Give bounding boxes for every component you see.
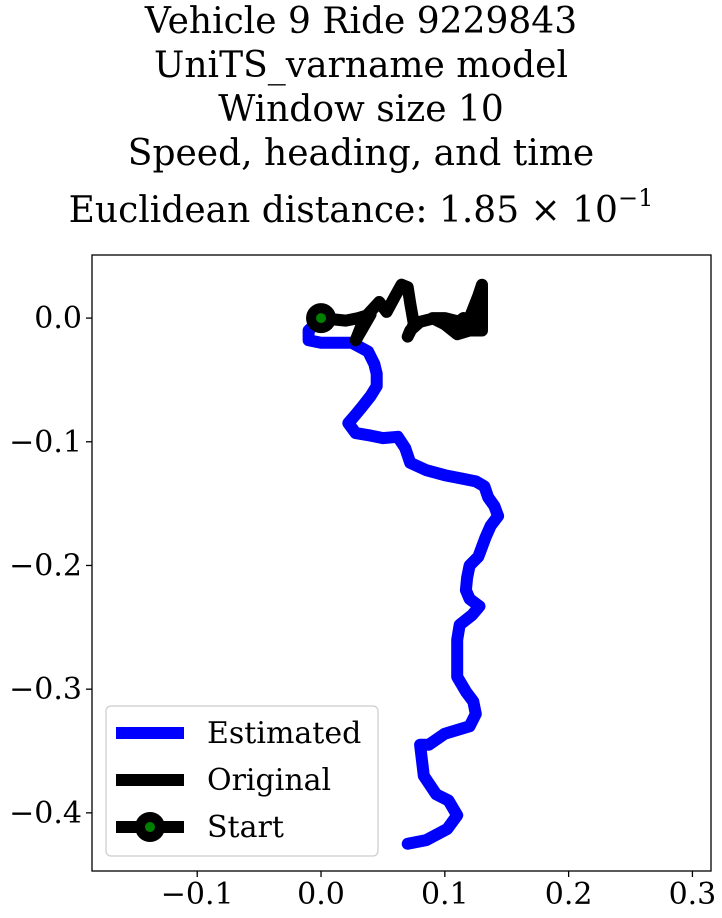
legend-start-marker-center [145,822,155,832]
chart-title: Vehicle 9 Ride 9229843 UniTS_varname mod… [0,0,722,233]
y-tick-label: −0.2 [9,548,82,583]
legend-start-label: Start [207,810,284,845]
distance-prefix: Euclidean distance: [68,190,439,231]
title-line-3: Window size 10 [218,89,504,130]
y-tick-label: −0.1 [9,425,82,460]
title-line-4: Speed, heading, and time [127,133,595,174]
x-tick-label: 0.1 [421,877,469,912]
axes: −0.1 0.0 0.1 0.2 0.3 0.0 −0.1 −0.2 −0.3 −0.4 [9,301,716,912]
y-tick-label: −0.3 [9,672,82,707]
y-tick-label: 0.0 [34,301,82,336]
estimated-series-line [302,312,505,850]
x-tick-label: −0.1 [161,877,234,912]
plot-frame [91,254,712,872]
distance-exponent: −1 [617,184,654,212]
plot-area [302,278,505,850]
original-series-line [315,278,488,347]
start-marker-center [316,313,327,324]
legend: Estimated Original Start [105,705,379,857]
legend-original-label: Original [207,763,331,798]
distance-mantissa: 1.85 × 10 [438,190,618,231]
legend-estimated-label: Estimated [207,716,361,751]
title-line-2: UniTS_varname model [154,45,568,86]
legend-box [105,705,379,857]
title-line-5: Euclidean distance: 1.85 × 10−1 [0,176,722,233]
y-tick-label: −0.4 [9,796,82,831]
title-line-1: Vehicle 9 Ride 9229843 [144,1,578,42]
x-tick-label: 0.0 [297,877,345,912]
x-tick-label: 0.2 [545,877,593,912]
x-tick-label: 0.3 [669,877,717,912]
